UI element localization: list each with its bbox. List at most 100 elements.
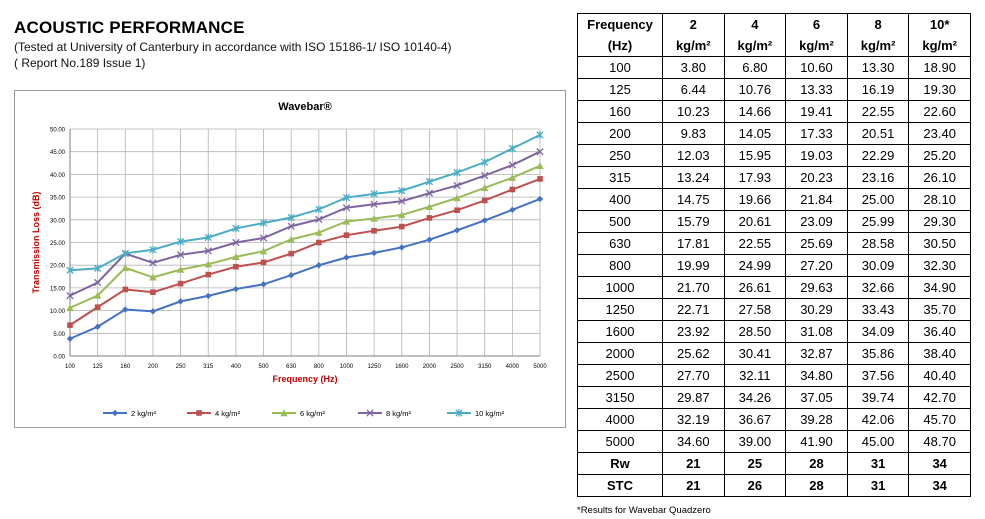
y-axis-label: Transmission Loss (dB) xyxy=(31,191,41,293)
table-cell: 21 xyxy=(662,452,725,475)
data-point xyxy=(150,289,156,296)
table-cell: 22.71 xyxy=(662,298,725,321)
data-point xyxy=(204,247,212,255)
data-point xyxy=(370,200,378,208)
table-cell: 12.03 xyxy=(662,144,725,167)
x-tick-label: 1600 xyxy=(395,364,409,370)
data-point xyxy=(508,144,517,153)
x-tick-label: 4000 xyxy=(506,364,520,370)
data-point xyxy=(287,222,295,230)
data-point xyxy=(66,335,74,342)
page-title: ACOUSTIC PERFORMANCE xyxy=(14,18,245,37)
table-rating-row: Rw 21 25 28 31 34 xyxy=(577,452,971,475)
transmission-loss-chart: Wavebar® 0.00 5.00 10.00 15.00 20.00 25.00 30.0… xyxy=(31,101,547,418)
table-cell: 32.87 xyxy=(785,342,848,365)
table-cell: 28 xyxy=(785,452,848,475)
table-cell: 34.26 xyxy=(723,386,787,409)
data-point xyxy=(232,238,240,247)
table-cell: 34.09 xyxy=(846,320,910,343)
table-cell: 16.19 xyxy=(846,78,910,101)
series-line xyxy=(69,197,541,340)
table-cell: 45.00 xyxy=(846,430,910,453)
table-cell: 200 xyxy=(577,122,663,145)
data-point xyxy=(260,259,267,266)
table-cell: 4 xyxy=(723,13,787,35)
table-cell: 22.55 xyxy=(723,232,787,255)
chart-panel: Wavebar® 0.00 5.00 10.00 15.00 20.00 25.00 30.0… xyxy=(14,90,566,428)
table-cell: 30.41 xyxy=(723,342,787,365)
table-cell: 20.61 xyxy=(723,210,787,233)
table-cell: 100 xyxy=(577,56,663,79)
data-point xyxy=(288,250,294,257)
data-point xyxy=(342,193,351,202)
data-point xyxy=(370,190,378,198)
table-cell: 6 xyxy=(785,13,848,35)
data-point xyxy=(259,234,268,242)
table-cell: 1600 xyxy=(577,320,663,343)
data-point xyxy=(149,308,157,315)
data-point xyxy=(425,189,434,197)
table-cell: kg/m² xyxy=(846,35,910,57)
data-point xyxy=(287,271,295,279)
table-cell: 22.29 xyxy=(846,144,910,167)
table-cell: 42.70 xyxy=(908,386,971,409)
data-point xyxy=(343,232,350,238)
table-cell: 13.33 xyxy=(785,78,848,101)
data-point xyxy=(149,246,157,254)
table-cell: 36.67 xyxy=(723,408,787,431)
table-cell: Frequency xyxy=(577,13,663,35)
table-cell: 14.75 xyxy=(662,188,725,211)
table-row: 1250 22.71 27.58 30.29 33.43 35.70 xyxy=(577,298,971,321)
table-cell: 30.29 xyxy=(785,298,848,321)
table-cell: 23.09 xyxy=(785,210,848,233)
data-point xyxy=(481,171,489,180)
x-tick-label: 1000 xyxy=(340,364,354,370)
y-tick-label: 35.00 xyxy=(50,196,66,202)
table-cell: 17.33 xyxy=(785,122,848,145)
test-standard-note: (Tested at University of Canterbury in a… xyxy=(14,40,452,54)
table-cell: 28 xyxy=(785,474,848,497)
legend-marker xyxy=(366,409,374,417)
table-cell: 14.66 xyxy=(723,100,787,123)
data-point xyxy=(425,177,434,186)
data-point xyxy=(205,292,212,300)
table-cell: 35.70 xyxy=(908,298,971,321)
table-cell: 27.20 xyxy=(785,254,848,277)
table-cell: 34 xyxy=(908,452,971,475)
x-tick-label: 1250 xyxy=(367,364,381,370)
table-cell: 30.09 xyxy=(846,254,910,277)
table-cell: 19.30 xyxy=(908,78,971,101)
table-row: 2500 27.70 32.11 34.80 37.56 40.40 xyxy=(577,364,971,387)
table-cell: STC xyxy=(577,474,663,497)
data-point xyxy=(149,273,157,281)
table-cell: kg/m² xyxy=(723,35,787,57)
data-point xyxy=(398,223,405,230)
table-cell: 19.41 xyxy=(785,100,848,123)
data-point xyxy=(316,239,322,246)
x-tick-label: 100 xyxy=(65,364,76,370)
data-point xyxy=(343,254,350,261)
table-cell: 34.90 xyxy=(908,276,971,299)
table-cell: 27.58 xyxy=(723,298,787,321)
legend-marker xyxy=(111,409,119,417)
data-point xyxy=(536,148,544,156)
data-point xyxy=(176,251,185,259)
data-point xyxy=(481,217,488,224)
table-cell: 630 xyxy=(577,232,663,255)
legend-label: 10 kg/m² xyxy=(475,409,505,418)
data-point xyxy=(398,187,406,195)
data-point xyxy=(508,173,517,181)
data-point xyxy=(176,265,185,273)
x-tick-label: 5000 xyxy=(533,364,547,370)
table-cell: 26 xyxy=(723,474,787,497)
series-line xyxy=(69,134,541,272)
data-point xyxy=(122,306,129,313)
table-row: 100 3.80 6.80 10.60 13.30 18.90 xyxy=(577,56,971,79)
y-tick-label: 30.00 xyxy=(50,218,66,224)
table-cell: 34.80 xyxy=(785,364,848,387)
table-cell: 500 xyxy=(577,210,663,233)
table-cell: 37.56 xyxy=(846,364,910,387)
data-point xyxy=(315,262,323,269)
table-cell: 25.69 xyxy=(785,232,848,255)
table-cell: 2500 xyxy=(577,364,663,387)
